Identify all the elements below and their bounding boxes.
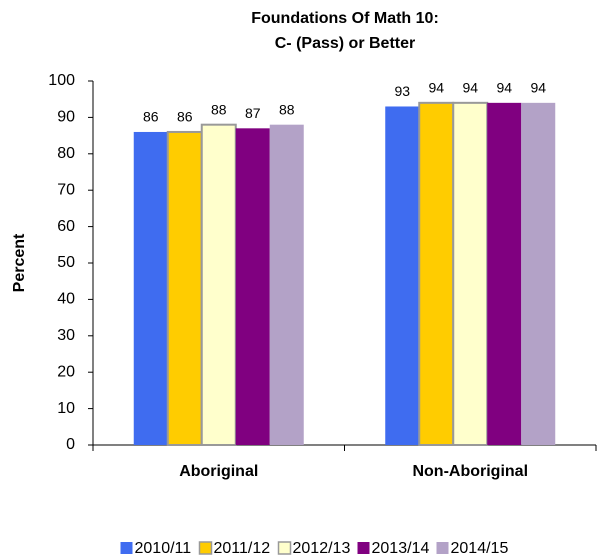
value-label: 94 [462,80,478,96]
value-label: 86 [177,109,193,125]
value-label: 93 [394,83,410,99]
value-label: 94 [496,80,512,96]
legend-swatch [357,542,370,554]
legend-swatch [198,541,213,555]
bar [452,101,489,446]
legend-swatch [436,542,449,554]
y-tick-label: 50 [57,254,75,271]
value-label: 94 [428,80,444,96]
y-tick-label: 0 [66,436,75,453]
bar [133,131,168,445]
value-label: 86 [143,109,159,125]
y-tick-label: 100 [48,72,75,89]
bar [487,102,522,445]
chart-subtitle: C- (Pass) or Better [275,35,415,52]
legend-swatch [120,542,133,554]
y-tick-label: 10 [57,400,75,417]
legend-label: 2012/13 [293,540,351,557]
y-tick-label: 70 [57,181,75,198]
value-label: 88 [279,101,295,117]
y-tick-label: 90 [57,109,75,126]
y-tick-label: 80 [57,145,75,162]
y-tick-label: 40 [57,291,75,308]
legend-swatch [277,541,292,555]
y-axis-label: Percent [11,233,28,292]
bar [385,106,420,445]
bar [166,130,203,447]
y-tick-label: 60 [57,218,75,235]
y-tick-label: 20 [57,363,75,380]
value-label: 94 [530,80,546,96]
bar [521,102,556,445]
y-tick-label: 30 [57,327,75,344]
bar [269,124,304,446]
bar [235,128,270,445]
x-tick-label: Aboriginal [179,463,258,480]
x-tick-label: Non-Aboriginal [412,463,528,480]
bar [418,101,455,446]
legend-label: 2010/11 [135,540,192,557]
legend-label: 2014/15 [451,540,509,557]
value-label: 87 [245,105,261,121]
bar [200,123,237,447]
value-label: 88 [211,101,227,117]
chart-title: Foundations Of Math 10: [251,10,439,27]
legend-label: 2011/12 [214,540,271,557]
legend-label: 2013/14 [372,540,430,557]
